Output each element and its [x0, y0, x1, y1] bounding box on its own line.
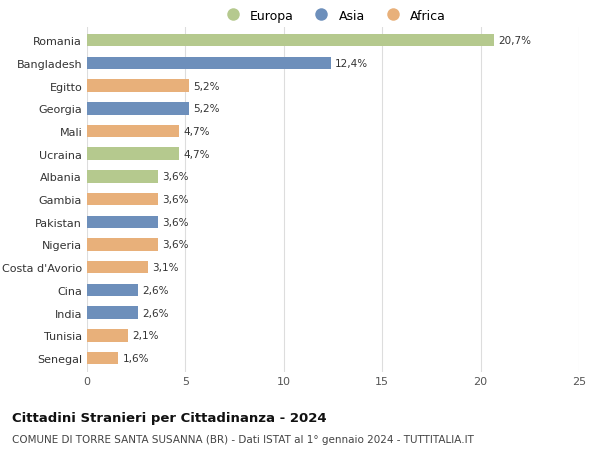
Text: 4,7%: 4,7%	[184, 149, 210, 159]
Bar	[87, 261, 148, 274]
Text: 2,1%: 2,1%	[132, 330, 159, 341]
Bar	[87, 216, 158, 229]
Text: 2,6%: 2,6%	[142, 308, 169, 318]
Text: 3,6%: 3,6%	[162, 195, 188, 205]
Text: 3,6%: 3,6%	[162, 172, 188, 182]
Bar	[87, 148, 179, 161]
Text: 5,2%: 5,2%	[193, 81, 220, 91]
Text: 3,1%: 3,1%	[152, 263, 178, 273]
Text: 1,6%: 1,6%	[122, 353, 149, 363]
Bar	[87, 193, 158, 206]
Bar	[87, 284, 138, 297]
Bar	[87, 239, 158, 251]
Text: 5,2%: 5,2%	[193, 104, 220, 114]
Text: 3,6%: 3,6%	[162, 217, 188, 227]
Text: 3,6%: 3,6%	[162, 240, 188, 250]
Bar	[87, 352, 118, 364]
Text: 12,4%: 12,4%	[335, 59, 368, 69]
Bar	[87, 80, 190, 93]
Text: Cittadini Stranieri per Cittadinanza - 2024: Cittadini Stranieri per Cittadinanza - 2…	[12, 411, 326, 424]
Text: 4,7%: 4,7%	[184, 127, 210, 137]
Bar	[87, 329, 128, 342]
Text: COMUNE DI TORRE SANTA SUSANNA (BR) - Dati ISTAT al 1° gennaio 2024 - TUTTITALIA.: COMUNE DI TORRE SANTA SUSANNA (BR) - Dat…	[12, 434, 474, 444]
Bar	[87, 307, 138, 319]
Bar	[87, 57, 331, 70]
Bar	[87, 125, 179, 138]
Text: 2,6%: 2,6%	[142, 285, 169, 295]
Bar	[87, 171, 158, 183]
Bar	[87, 35, 494, 47]
Legend: Europa, Asia, Africa: Europa, Asia, Africa	[215, 5, 451, 28]
Bar	[87, 103, 190, 115]
Text: 20,7%: 20,7%	[499, 36, 532, 46]
